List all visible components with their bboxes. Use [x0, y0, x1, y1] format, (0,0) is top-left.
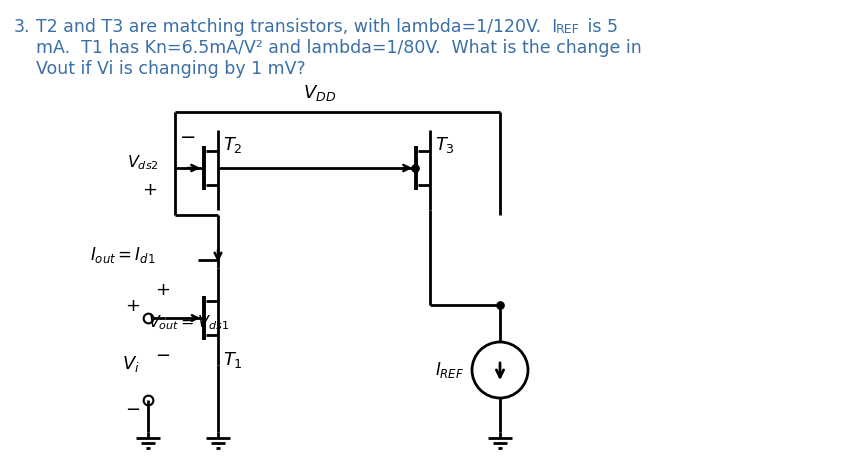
Text: −: − — [125, 401, 140, 419]
Text: +: + — [143, 181, 157, 199]
Text: is 5: is 5 — [582, 18, 618, 36]
Text: $V_{ds2}$: $V_{ds2}$ — [127, 154, 159, 172]
Text: $V_{out} = V_{ds1}$: $V_{out} = V_{ds1}$ — [148, 314, 229, 332]
Text: $T_3$: $T_3$ — [435, 135, 455, 155]
Text: +: + — [156, 281, 170, 299]
Text: $V_{DD}$: $V_{DD}$ — [304, 83, 337, 103]
Text: +: + — [125, 297, 140, 315]
Text: $V_i$: $V_i$ — [122, 354, 140, 374]
Text: $T_2$: $T_2$ — [223, 135, 243, 155]
Text: $T_1$: $T_1$ — [223, 350, 243, 370]
Text: T2 and T3 are matching transistors, with lambda=1/120V.  I: T2 and T3 are matching transistors, with… — [36, 18, 557, 36]
Text: −: − — [156, 347, 170, 365]
Text: REF: REF — [556, 23, 580, 36]
Text: Vout if Vi is changing by 1 mV?: Vout if Vi is changing by 1 mV? — [36, 60, 305, 78]
Text: $I_{REF}$: $I_{REF}$ — [435, 360, 464, 380]
Text: mA.  T1 has Kn=6.5mA/V² and lambda=1/80V.  What is the change in: mA. T1 has Kn=6.5mA/V² and lambda=1/80V.… — [36, 39, 642, 57]
Text: 3.: 3. — [14, 18, 31, 36]
Text: $I_{out} = I_{d1}$: $I_{out} = I_{d1}$ — [90, 245, 156, 265]
Text: −: − — [180, 128, 197, 147]
